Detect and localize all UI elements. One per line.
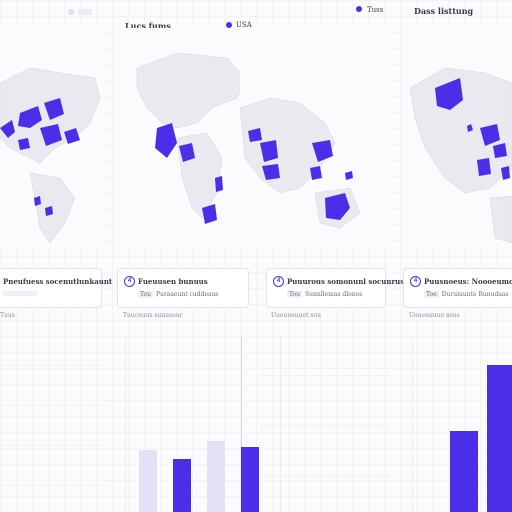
card-title: Puuurous somonunl socunrus <box>287 277 405 286</box>
map-panel-3[interactable] <box>240 28 390 248</box>
chart-bar[interactable] <box>207 441 225 512</box>
grid-line <box>260 375 390 376</box>
card-subtitle-key: Toe <box>424 291 439 298</box>
map-panel-1[interactable] <box>0 28 105 248</box>
card-subtitle-value: Sunnllemas dlonos <box>305 291 363 298</box>
grid-line <box>0 445 105 446</box>
card-badge-icon: 4 <box>273 276 284 287</box>
world-map <box>409 67 512 244</box>
left-chip-label[interactable]: USA <box>236 21 252 29</box>
info-card-3[interactable]: 4 Puuurous somonunl socunrus Tou Sunnllem… <box>266 268 404 308</box>
world-map <box>240 97 361 229</box>
caption-3: Uueuueuuot sou <box>271 312 321 319</box>
card-subtitle <box>3 291 40 298</box>
card-subtitle-value: Puraaeunt cuddeaus <box>156 291 219 298</box>
chart-bar[interactable] <box>173 459 191 512</box>
info-card-4[interactable]: 4 Puusnoeus: Noooeumott Toe Duruiuunte Bu… <box>403 268 512 308</box>
card-subtitle: Toe Duruiuunte Bunudaas <box>424 291 509 298</box>
grid-line <box>260 475 390 476</box>
caption-4: Uoneuuuuo sous <box>409 312 460 319</box>
grid-line <box>260 425 390 426</box>
legend-dot-icon <box>356 6 362 12</box>
right-legend-label: Tuss <box>367 6 384 14</box>
info-card-1[interactable]: Pneufuess socenutlunkaunt <box>0 268 112 308</box>
info-card-2[interactable]: 4 Fueuusen bunuus Tou Puraaeunt cuddeaus <box>117 268 249 308</box>
card-subtitle-key: Tou <box>287 291 303 298</box>
card-title: Fueuusen bunuus <box>138 277 208 286</box>
chart-bar[interactable] <box>487 365 512 512</box>
axis-line <box>412 335 413 512</box>
card-subtitle-value: Duruiuunte Bunudaas <box>441 291 509 298</box>
right-section-title: Dass listtung <box>414 6 474 16</box>
placeholder-chip <box>78 9 92 15</box>
map-panel-4[interactable] <box>405 28 512 248</box>
left-section-label: Lucs fums <box>125 21 171 31</box>
top-bar: Lucs fums USA Tuss Dass listtung <box>0 0 512 31</box>
world-map <box>0 67 101 244</box>
card-title: Pneufuess socenutlunkaunt <box>3 277 113 286</box>
map-panel-2[interactable] <box>117 28 247 248</box>
card-subtitle: Tou Puraaeunt cuddeaus <box>138 291 219 298</box>
card-title: Puusnoeus: Noooeumott <box>424 277 512 286</box>
placeholder-dot-icon <box>68 9 74 15</box>
caption-2: Tuuceuus sunusour <box>123 312 183 319</box>
caption-1: Tuus <box>0 312 15 319</box>
axis-line <box>241 335 242 512</box>
grid-line <box>0 365 105 366</box>
world-map <box>136 52 246 224</box>
axis-line <box>125 335 126 512</box>
axis-line <box>280 335 281 512</box>
chart-panel-3 <box>260 335 390 512</box>
legend-dot-icon <box>226 22 232 28</box>
placeholder-chip <box>3 291 37 296</box>
chart-bar[interactable] <box>139 450 157 512</box>
card-badge-icon: 4 <box>124 276 135 287</box>
chart-panel-1 <box>0 335 105 512</box>
chart-bar[interactable] <box>241 447 259 512</box>
chart-panel-2 <box>117 335 259 512</box>
chart-bar[interactable] <box>450 431 478 512</box>
grid-line <box>0 405 105 406</box>
card-subtitle-key: Tou <box>138 291 154 298</box>
chart-panel-4 <box>400 335 512 512</box>
grid-line <box>0 485 105 486</box>
card-subtitle: Tou Sunnllemas dlonos <box>287 291 362 298</box>
card-badge-icon: 4 <box>410 276 421 287</box>
